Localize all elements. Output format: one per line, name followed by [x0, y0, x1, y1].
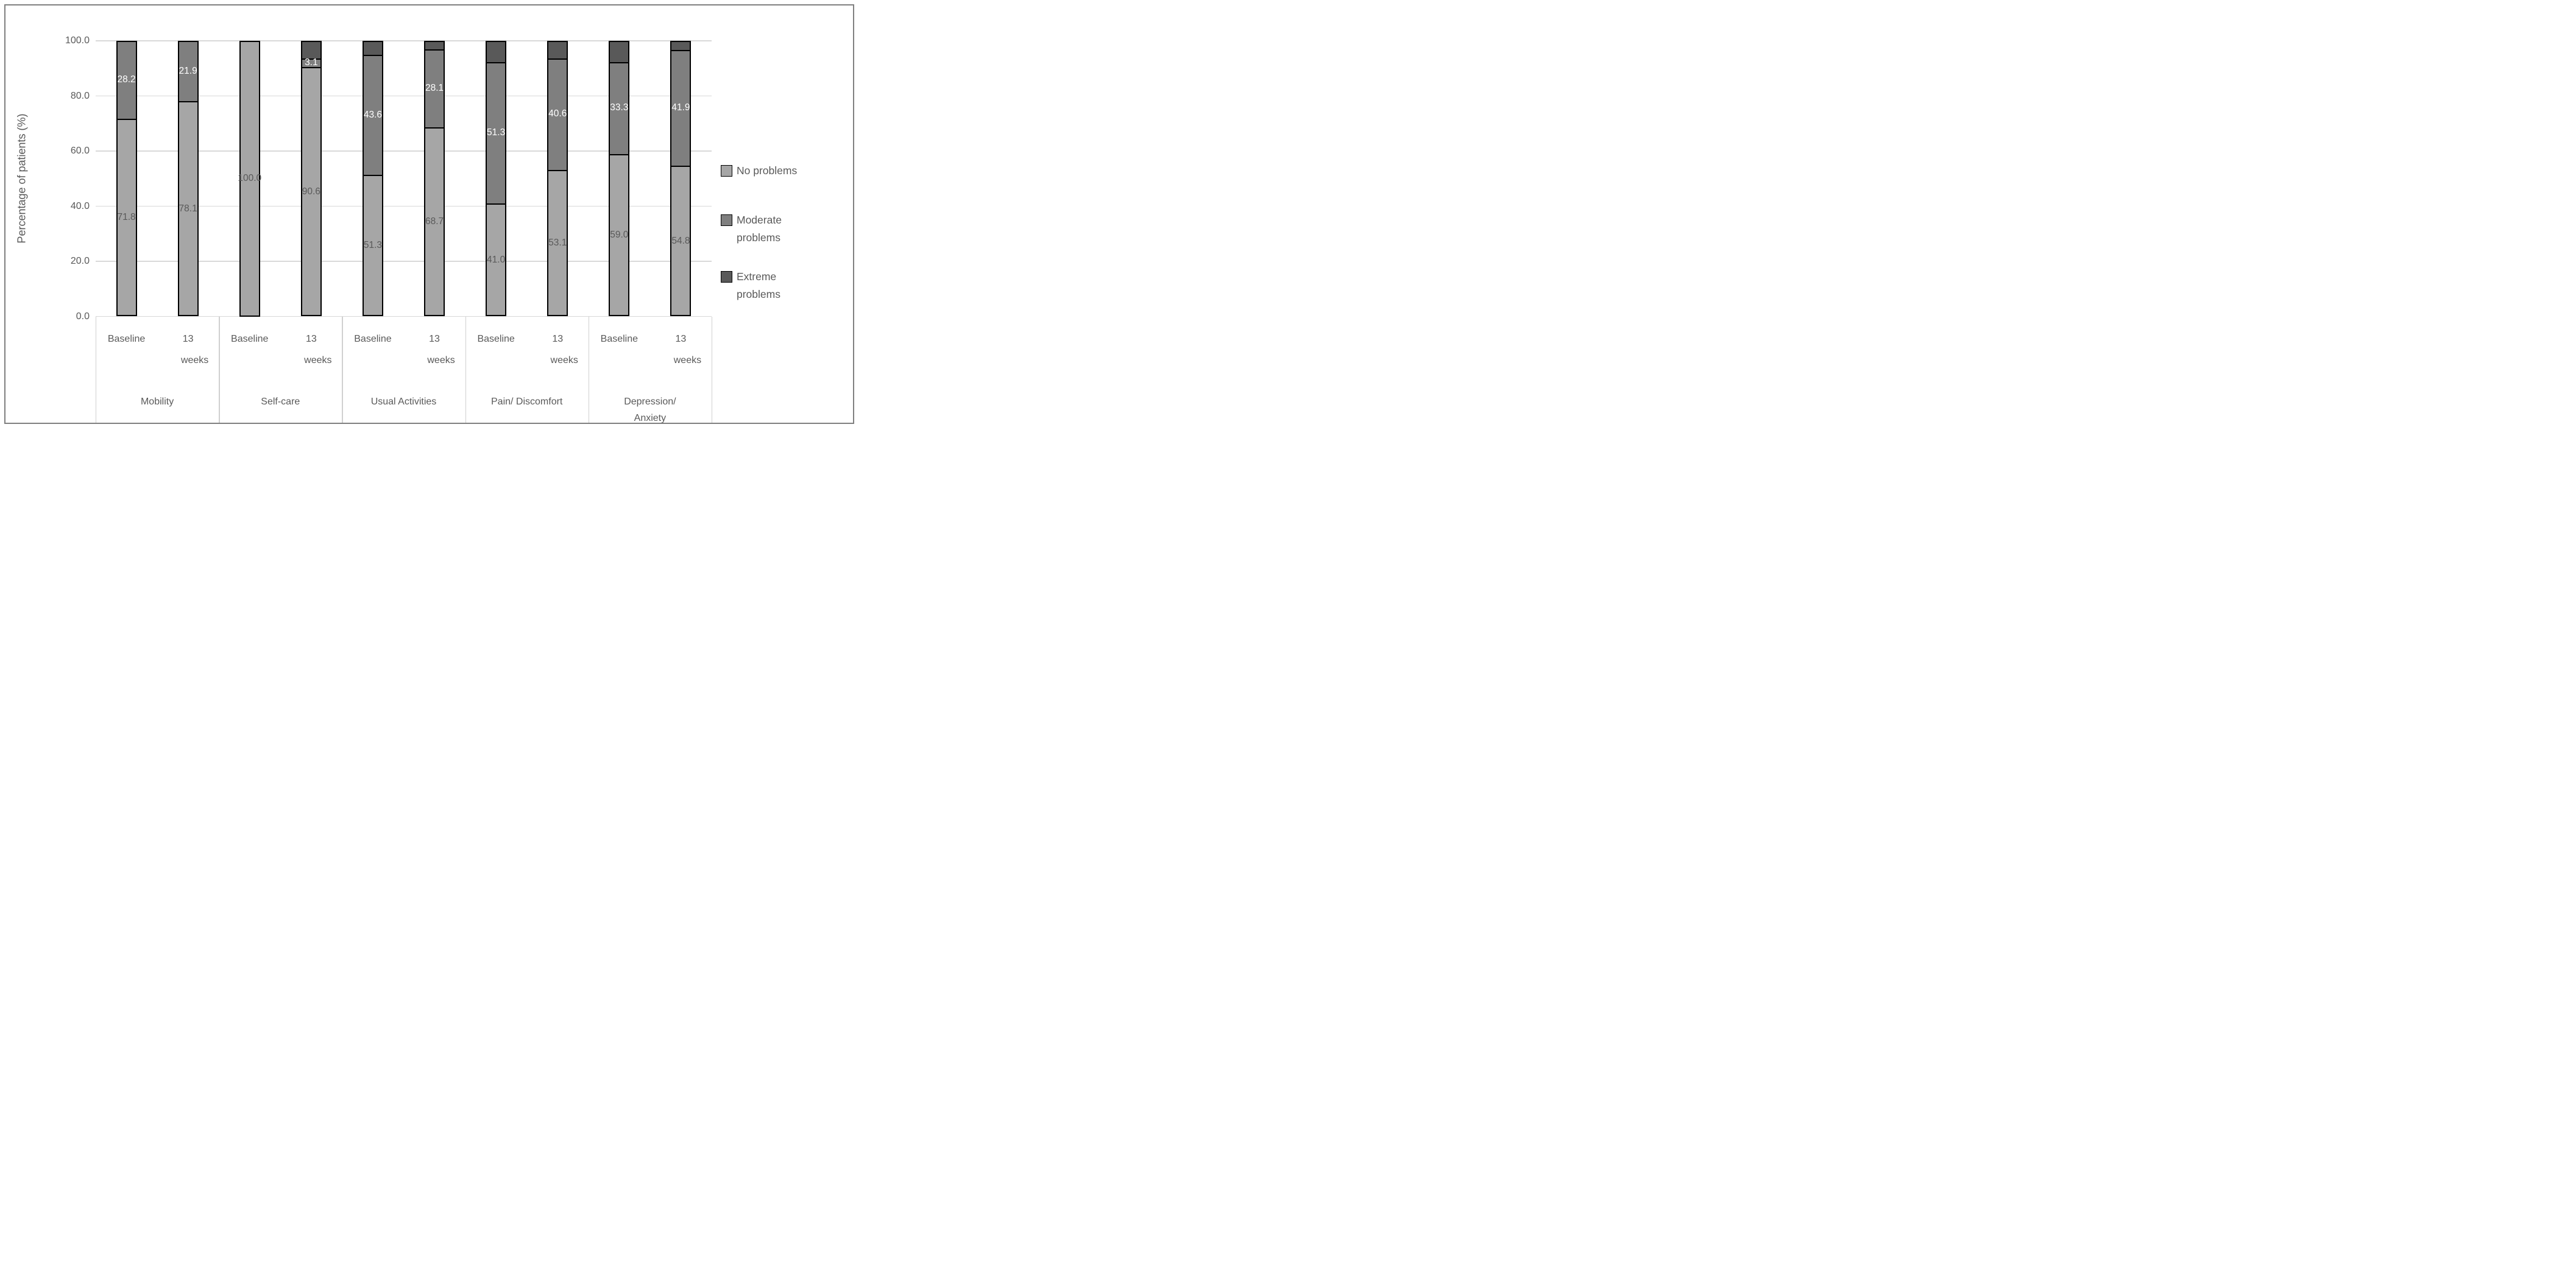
- x-tick-label: Baseline: [477, 333, 515, 344]
- data-label: 51.3: [487, 127, 506, 138]
- legend-label: No problems: [737, 164, 798, 177]
- bar-segment-moderate-problems: [300, 58, 322, 67]
- x-tick-label: 13 weeks: [304, 333, 332, 365]
- bar-segment-moderate-problems: [486, 62, 507, 203]
- bar-segment-extreme-problems: [670, 41, 692, 50]
- legend-item: Moderate problems: [721, 211, 815, 246]
- bar-segment-no-problems: [670, 165, 692, 317]
- data-label: 54.8: [671, 235, 690, 246]
- data-label: 68.7: [425, 216, 444, 227]
- category-label: Depression/Anxiety: [624, 396, 676, 423]
- chart-border: [4, 4, 854, 424]
- data-label: 41.9: [671, 102, 690, 113]
- y-axis-title: Percentage of patients (%): [15, 113, 28, 244]
- data-label: 3.1: [305, 57, 318, 68]
- data-label: 51.3: [363, 240, 383, 251]
- bar-segment-moderate-problems: [177, 41, 199, 102]
- legend-label: Moderate problems: [737, 214, 782, 244]
- legend-swatch-no-problems: [721, 165, 732, 177]
- bar-segment-no-problems: [362, 175, 383, 317]
- legend-label: Extreme problems: [737, 270, 780, 300]
- bar-segment-extreme-problems: [300, 41, 322, 58]
- bar-segment-extreme-problems: [362, 41, 383, 55]
- data-label: 40.6: [548, 108, 567, 119]
- bar-segment-extreme-problems: [424, 41, 445, 50]
- bar-segment-no-problems: [300, 66, 322, 317]
- legend-swatch-moderate-problems: [721, 214, 732, 226]
- x-tick-label: 13 weeks: [180, 333, 209, 365]
- category-label: Usual Activities: [370, 396, 437, 407]
- bar-segment-moderate-problems: [670, 49, 692, 166]
- data-label: 90.6: [302, 186, 320, 197]
- bar-segment-moderate-problems: [362, 55, 383, 175]
- x-tick-label: 13 weeks: [427, 333, 455, 365]
- bar-segment-moderate-problems: [609, 62, 630, 154]
- legend-item: No problems: [721, 162, 815, 180]
- y-tick-label: 0.0: [76, 311, 90, 322]
- y-tick-label: 20.0: [70, 256, 90, 266]
- bar-segment-extreme-problems: [547, 41, 568, 58]
- bar-segment-extreme-problems: [609, 41, 630, 62]
- bar-segment-no-problems: [547, 170, 568, 317]
- x-tick-label: Baseline: [354, 333, 392, 344]
- x-tick-label: Baseline: [107, 333, 146, 344]
- bar-segment-no-problems: [239, 41, 260, 317]
- bar-segment-moderate-problems: [547, 58, 568, 171]
- category-label: Mobility: [140, 396, 174, 407]
- category-label: Pain/ Discomfort: [491, 396, 563, 407]
- gridline: [96, 150, 712, 152]
- data-label: 53.1: [548, 238, 567, 249]
- bar-segment-moderate-problems: [116, 41, 137, 119]
- gridline: [96, 40, 712, 41]
- bar-segment-no-problems: [486, 203, 507, 317]
- x-tick-label: 13 weeks: [673, 333, 702, 365]
- data-label: 21.9: [179, 65, 197, 76]
- chart: Percentage of patients (%) No problems M…: [0, 0, 858, 428]
- data-label: 43.6: [363, 109, 383, 120]
- y-tick-label: 100.0: [65, 35, 90, 46]
- y-tick-label: 60.0: [70, 146, 90, 156]
- legend-item: Extreme problems: [721, 268, 815, 303]
- bar-segment-no-problems: [116, 118, 137, 317]
- data-label: 78.1: [179, 203, 197, 214]
- x-tick-label: Baseline: [600, 333, 639, 344]
- category-label: Self-care: [261, 396, 300, 407]
- data-label: 100.0: [238, 173, 262, 184]
- data-label: 71.8: [117, 212, 136, 223]
- bar-segment-no-problems: [609, 153, 630, 317]
- gridline: [96, 316, 712, 317]
- bar-segment-no-problems: [177, 101, 199, 317]
- category-divider: [465, 316, 466, 423]
- legend-swatch-extreme-problems: [721, 271, 732, 283]
- data-label: 28.2: [117, 74, 136, 85]
- data-label: 41.0: [487, 254, 506, 265]
- x-tick-label: Baseline: [231, 333, 269, 344]
- x-tick-label: 13 weeks: [550, 333, 578, 365]
- data-label: 59.0: [610, 230, 629, 240]
- bar-segment-no-problems: [424, 127, 445, 317]
- y-tick-label: 80.0: [70, 90, 90, 101]
- bar-segment-moderate-problems: [424, 49, 445, 127]
- y-tick-label: 40.0: [70, 200, 90, 211]
- data-label: 28.1: [425, 83, 444, 94]
- data-label: 33.3: [610, 102, 629, 113]
- bar-segment-extreme-problems: [486, 41, 507, 62]
